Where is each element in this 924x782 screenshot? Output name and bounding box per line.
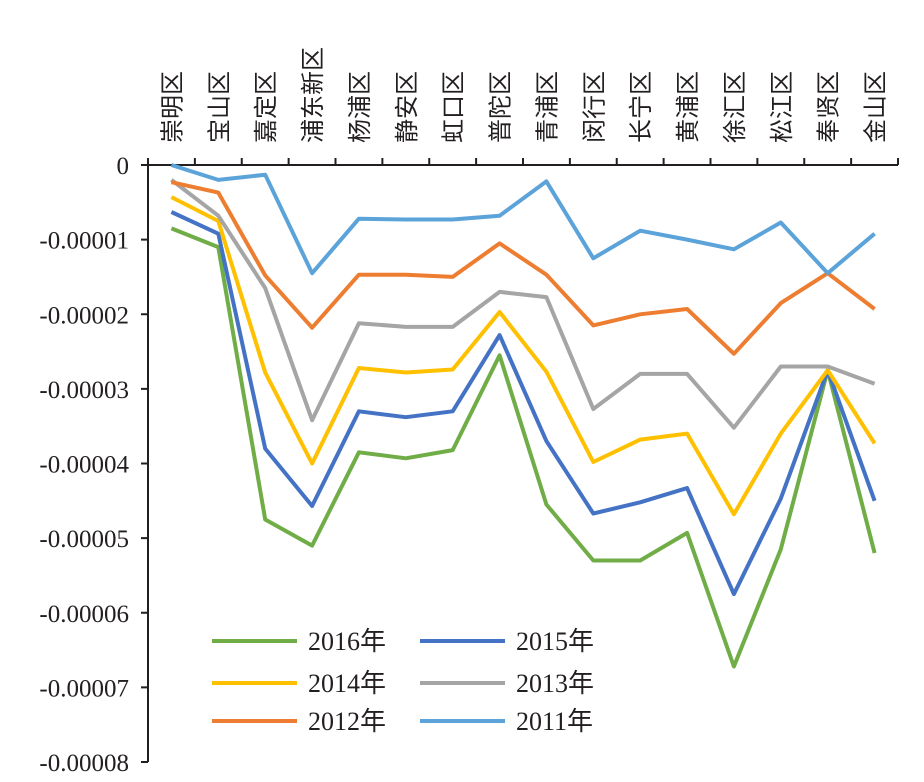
y-tick-label: -0.00007 [39, 675, 129, 702]
legend-label: 2012年 [308, 707, 386, 736]
series-line-2015年 [170, 210, 877, 597]
y-tick-label: -0.00008 [39, 750, 129, 777]
series-line-2014年 [170, 195, 877, 517]
x-tick-label: 浦东新区 [299, 47, 327, 143]
legend: 2016年 2015年 2014年 2013年 2012年 2011年 [212, 627, 594, 736]
y-tick-label: -0.00003 [39, 377, 129, 404]
x-tick-label: 徐汇区 [721, 71, 749, 143]
x-tick-label: 长宁区 [627, 71, 655, 143]
x-tick-label: 闵行区 [580, 71, 608, 143]
x-tick-label: 崇明区 [158, 71, 186, 143]
legend-label: 2015年 [516, 627, 594, 656]
x-tick-label: 杨浦区 [346, 71, 374, 143]
series-line-2016年 [170, 226, 877, 669]
x-tick-label: 普陀区 [487, 71, 515, 143]
legend-label: 2011年 [516, 707, 593, 736]
x-tick-label: 奉贤区 [815, 71, 843, 143]
y-tick-label: -0.00002 [39, 302, 129, 329]
y-axis: 0 -0.00001 -0.00002 -0.00003 -0.00004 -0.0000… [39, 153, 149, 777]
x-tick-label: 金山区 [862, 71, 890, 143]
x-tick-label: 松江区 [768, 71, 796, 143]
y-tick-label: -0.00006 [39, 601, 129, 628]
legend-label: 2013年 [516, 669, 594, 698]
x-axis: 崇明区 宝山区 嘉定区 浦东新区 杨浦区 静安区 虹口区 普陀区 青浦区 闵行区 长宁区 黄浦区 徐汇区… [147, 47, 899, 166]
series-line-2011年 [170, 163, 876, 276]
x-tick-label: 青浦区 [533, 71, 561, 143]
series-lines [170, 163, 877, 669]
series-line-2012年 [170, 180, 876, 356]
x-tick-label: 嘉定区 [252, 71, 280, 143]
x-tick-label: 虹口区 [440, 71, 468, 143]
x-tick-label: 宝山区 [205, 71, 233, 143]
x-tick-label: 静安区 [393, 71, 421, 143]
y-tick-label: 0 [117, 153, 130, 180]
legend-label: 2014年 [308, 669, 386, 698]
y-tick-label: -0.00001 [39, 228, 129, 255]
legend-label: 2016年 [308, 627, 386, 656]
series-line-2013年 [170, 178, 876, 430]
y-tick-label: -0.00004 [39, 452, 129, 479]
x-tick-label: 黄浦区 [674, 71, 702, 143]
y-tick-label: -0.00005 [39, 526, 129, 553]
